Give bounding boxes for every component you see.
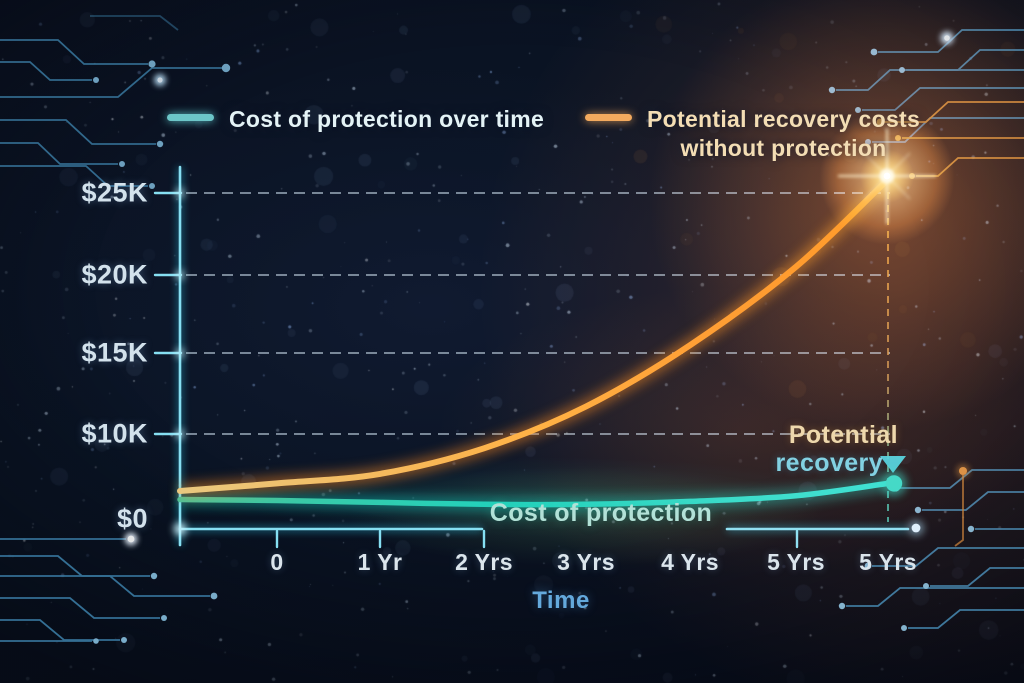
x-tick-label-3yrs: 3 Yrs	[557, 549, 615, 575]
legend-label-protection: Cost of protection over time	[229, 106, 545, 132]
x-tick-label-5yrs: 5 Yrs	[767, 549, 825, 575]
y-tick-label-0: $0	[116, 503, 148, 534]
legend-item-protection: Cost of protection over time	[167, 105, 544, 134]
y-ticks	[153, 191, 183, 436]
y-tick-label-20k: $20K	[81, 259, 148, 290]
legend-label-recovery: Potential recovery costs without protect…	[647, 105, 920, 162]
circuit-top-right	[828, 29, 1024, 179]
x-tick-label-5yrs-end: 5 Yrs	[859, 549, 917, 575]
axis-node-glows	[174, 189, 186, 535]
recovery-curve	[177, 176, 891, 494]
x-tick-label-1yr: 1 Yr	[357, 549, 403, 575]
x-tick-label-0: 0	[270, 549, 284, 575]
x-tick-label-4yrs: 4 Yrs	[661, 549, 719, 575]
x-ticks	[275, 529, 799, 549]
y-tick-label-10k: $10K	[81, 418, 148, 449]
recovery-annotation-line1: Potential	[788, 421, 898, 449]
circuit-bottom-right	[838, 464, 1024, 631]
protection-curve-label: Cost of protection	[489, 499, 713, 527]
x-tick-label-2yrs: 2 Yrs	[455, 549, 513, 575]
legend-swatch-teal	[167, 114, 214, 121]
recovery-starburst	[838, 128, 936, 224]
y-tick-label-15k: $15K	[81, 337, 148, 368]
legend-item-recovery: Potential recovery costs without protect…	[585, 105, 920, 162]
recovery-annotation-line2: recovery	[775, 449, 883, 477]
y-tick-label-25k: $25K	[81, 177, 148, 208]
axis-end-dot	[908, 520, 924, 536]
circuit-top-left	[0, 15, 231, 189]
protection-curve-glow	[179, 476, 889, 512]
gridlines	[186, 192, 890, 435]
legend-label-recovery-line2: without protection	[680, 134, 887, 161]
protection-curve	[177, 480, 891, 508]
legend-label-recovery-line1: Potential recovery costs	[647, 106, 921, 132]
x-axis-title: Time	[532, 587, 590, 614]
axes-glow	[177, 167, 908, 545]
circuit-bottom-left	[0, 532, 218, 644]
axes	[153, 165, 910, 549]
protection-end-marker	[880, 456, 907, 497]
recovery-curve-glow	[179, 174, 893, 498]
legend-swatch-orange	[585, 114, 632, 121]
